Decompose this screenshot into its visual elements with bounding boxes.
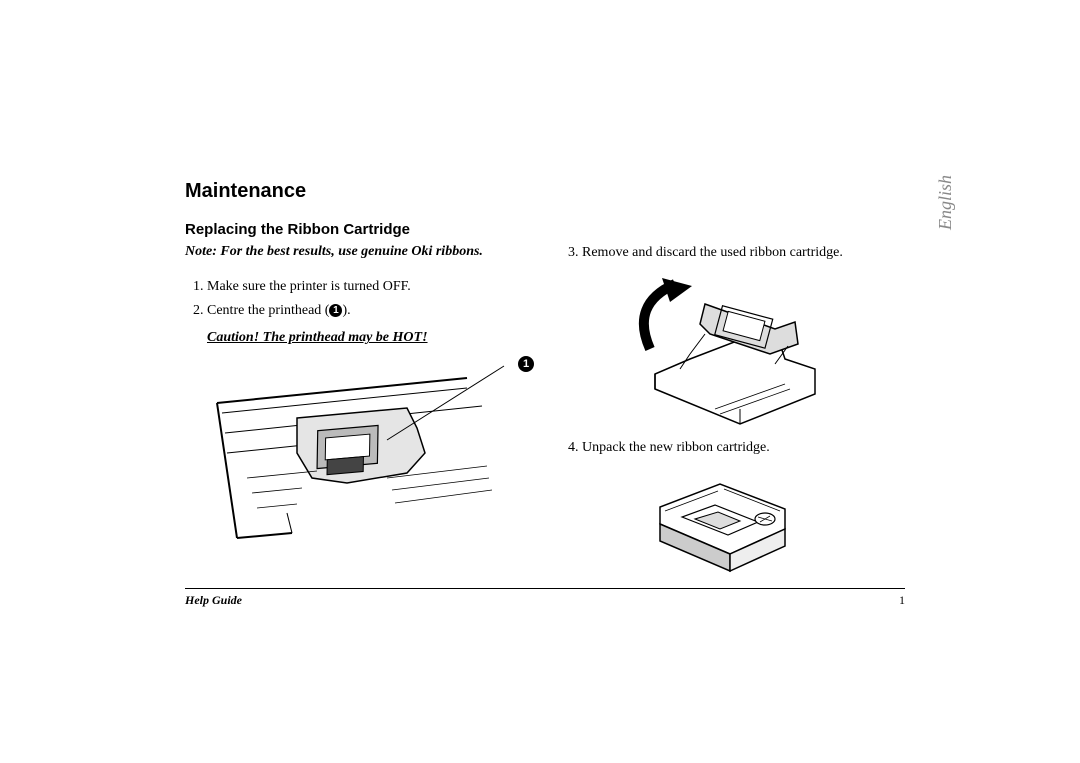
step-4: Unpack the new ribbon cartridge. — [582, 439, 905, 457]
right-step-list-2: Unpack the new ribbon cartridge. — [560, 439, 905, 457]
new-cartridge-svg — [640, 469, 800, 579]
printhead-svg — [207, 358, 517, 548]
footer-doc-title: Help Guide — [185, 593, 242, 608]
illustration-new-cartridge — [640, 469, 905, 584]
step-3: Remove and discard the used ribbon cartr… — [582, 244, 905, 262]
page-footer: Help Guide 1 — [185, 588, 905, 608]
footer-page-number: 1 — [899, 593, 905, 608]
left-step-list: Make sure the printer is turned OFF. Cen… — [185, 278, 530, 320]
callout-inline-1: 1 — [329, 304, 342, 317]
language-label: English — [935, 175, 956, 230]
illustration-printhead: 1 — [207, 358, 530, 553]
step-2: Centre the printhead (1). — [207, 302, 530, 320]
caution-text: Caution! The printhead may be HOT! — [207, 330, 530, 346]
step-2-text: Centre the printhead ( — [207, 303, 329, 318]
left-column: Note: For the best results, use genuine … — [185, 244, 530, 584]
right-step-list: Remove and discard the used ribbon cartr… — [560, 244, 905, 262]
section-title: Maintenance — [185, 180, 905, 203]
callout-circle-1: 1 — [518, 356, 534, 372]
step-1: Make sure the printer is turned OFF. — [207, 278, 530, 296]
right-column: Remove and discard the used ribbon cartr… — [560, 244, 905, 584]
note-text: Note: For the best results, use genuine … — [185, 244, 530, 260]
content-columns: Note: For the best results, use genuine … — [185, 244, 905, 584]
remove-cartridge-svg — [620, 274, 840, 434]
subsection-title: Replacing the Ribbon Cartridge — [185, 221, 905, 238]
illustration-remove-cartridge — [620, 274, 905, 439]
document-page: Maintenance Replacing the Ribbon Cartrid… — [185, 180, 905, 610]
